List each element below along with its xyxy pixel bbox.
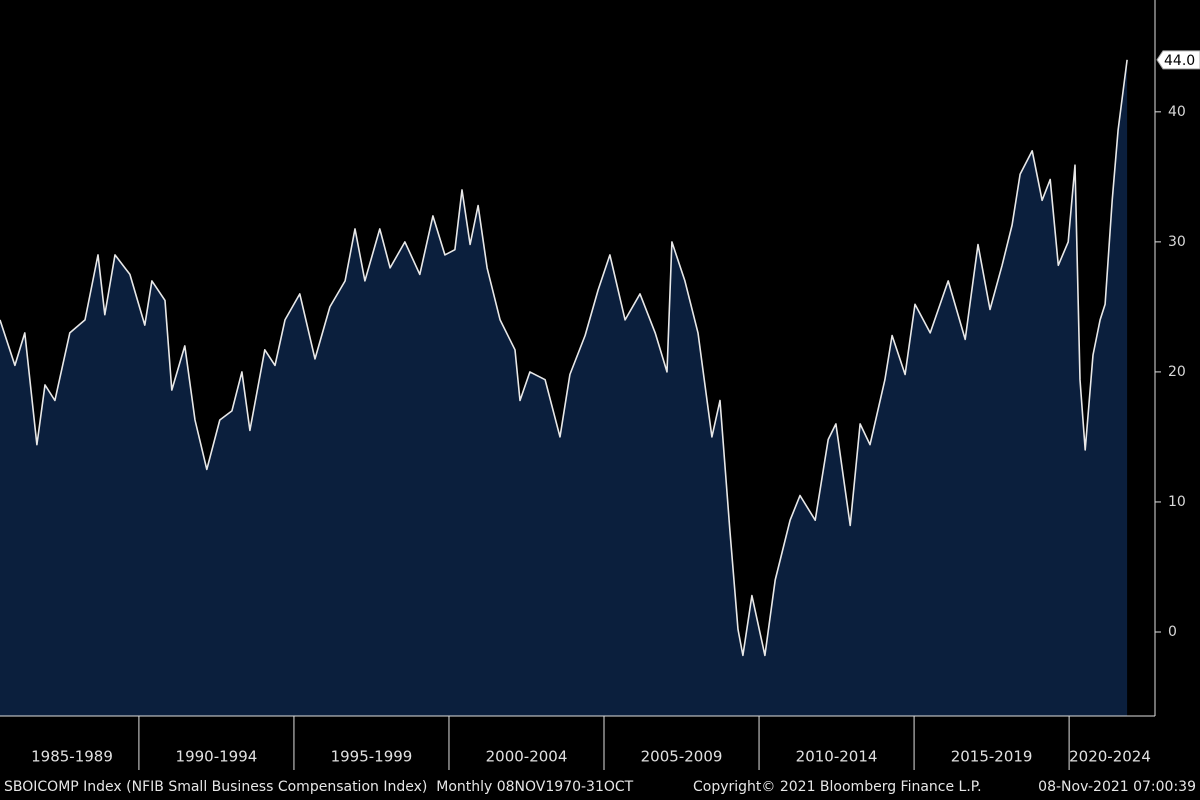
y-tick-label: 40 <box>1168 104 1186 120</box>
last-value-label: 44.0 <box>1164 53 1195 69</box>
x-period-label: 1985-1989 <box>31 748 113 766</box>
line <box>0 59 1128 657</box>
y-tick-label: 10 <box>1168 494 1186 510</box>
footer-right: 08-Nov-2021 07:00:39 <box>1038 779 1196 795</box>
footer-center: Copyright© 2021 Bloomberg Finance L.P. <box>693 779 982 795</box>
x-period-label: 2020-2024 <box>1069 748 1151 766</box>
y-tick-label: 20 <box>1168 364 1186 380</box>
x-period-label: 2010-2014 <box>796 748 878 766</box>
footer-left: SBOICOMP Index (NFIB Small Business Comp… <box>4 779 634 795</box>
x-period-label: 1990-1994 <box>176 748 258 766</box>
last-value-box <box>1156 50 1200 70</box>
x-period-label: 1995-1999 <box>331 748 413 766</box>
x-period-label: 2005-2009 <box>641 748 723 766</box>
y-tick-label: 30 <box>1168 234 1186 250</box>
x-period-label: 2015-2019 <box>951 748 1033 766</box>
y-tick-label: 0 <box>1168 624 1177 640</box>
x-period-label: 2000-2004 <box>486 748 568 766</box>
area <box>0 59 1128 717</box>
